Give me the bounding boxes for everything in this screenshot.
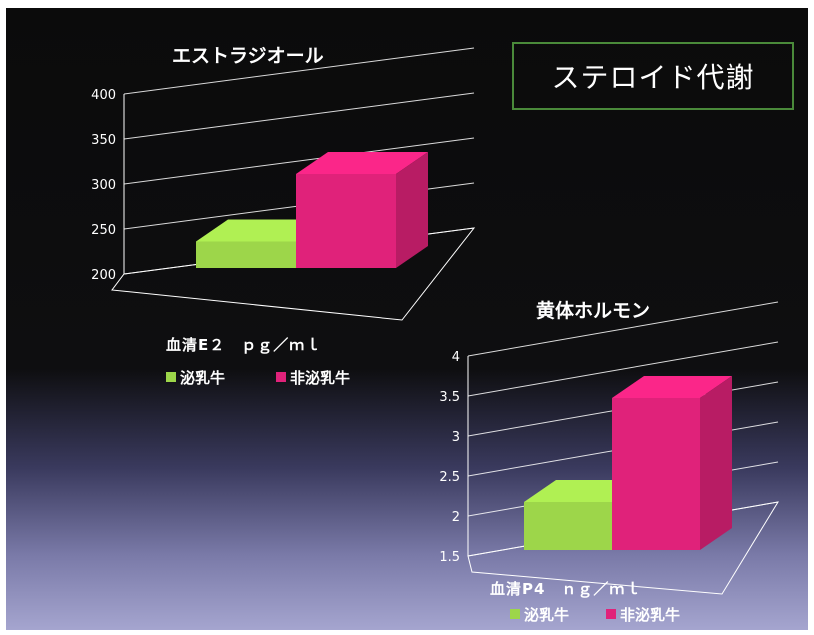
estradiol-gridline [123, 47, 475, 95]
progesterone-legend-label: 泌乳牛 [524, 606, 569, 624]
progesterone-bar-side [700, 376, 732, 550]
estradiol-chart-title: エストラジオール [172, 45, 324, 67]
estradiol-bar-side [396, 152, 428, 268]
progesterone-ytick-label: 4 [452, 350, 460, 365]
estradiol-gridline [123, 137, 475, 185]
progesterone-chart-caption: 血清P4 ｎｇ／ｍｌ [490, 580, 641, 599]
estradiol-ytick-label: 300 [91, 178, 116, 193]
progesterone-ytick-label: 2 [452, 510, 460, 525]
estradiol-bar-top [196, 219, 328, 242]
progesterone-ytick-label: 1.5 [439, 550, 460, 565]
estradiol-ytick-label: 200 [91, 268, 116, 283]
estradiol-bar-nonlactating [296, 174, 396, 268]
progesterone-ytick-label: 3 [452, 430, 460, 445]
progesterone-bar-lactating [524, 502, 612, 550]
slide: ステロイド代謝 エストラジオール 血清E２ ｐｇ／ｍｌ 200 250 300 350… [6, 8, 808, 630]
estradiol-ytick-label: 400 [91, 88, 116, 103]
estradiol-ytick-label: 250 [91, 223, 116, 238]
estradiol-ytick-label: 350 [91, 133, 116, 148]
estradiol-chart: エストラジオール 血清E２ ｐｇ／ｍｌ 200 250 300 350 400 泌乳牛 非泌… [91, 45, 476, 387]
progesterone-gridline [467, 301, 779, 357]
estradiol-legend-swatch [166, 372, 176, 382]
progesterone-legend-swatch [606, 609, 616, 619]
progesterone-legend-swatch [510, 609, 520, 619]
estradiol-gridline [123, 92, 475, 140]
estradiol-bar-top [296, 152, 428, 174]
progesterone-ytick-label: 3.5 [439, 390, 460, 405]
estradiol-legend-label: 泌乳牛 [180, 369, 225, 387]
slide-title: ステロイド代謝 [551, 61, 755, 94]
slide-title-box: ステロイド代謝 [512, 42, 794, 110]
progesterone-chart: 黄体ホルモン 血清P4 ｎｇ／ｍｌ 1.5 2 2.5 3 3.5 4 泌乳牛 非泌乳牛 [439, 299, 780, 624]
estradiol-chart-caption: 血清E２ ｐｇ／ｍｌ [166, 336, 321, 355]
progesterone-legend-label: 非泌乳牛 [620, 606, 680, 624]
progesterone-bar-top [612, 376, 732, 398]
progesterone-chart-title: 黄体ホルモン [536, 299, 650, 322]
progesterone-bar-nonlactating [612, 398, 700, 550]
progesterone-gridline [467, 341, 779, 397]
estradiol-legend-label: 非泌乳牛 [290, 369, 350, 387]
estradiol-bar-lactating [196, 241, 296, 268]
estradiol-legend-swatch [276, 372, 286, 382]
progesterone-ytick-label: 2.5 [439, 470, 460, 485]
